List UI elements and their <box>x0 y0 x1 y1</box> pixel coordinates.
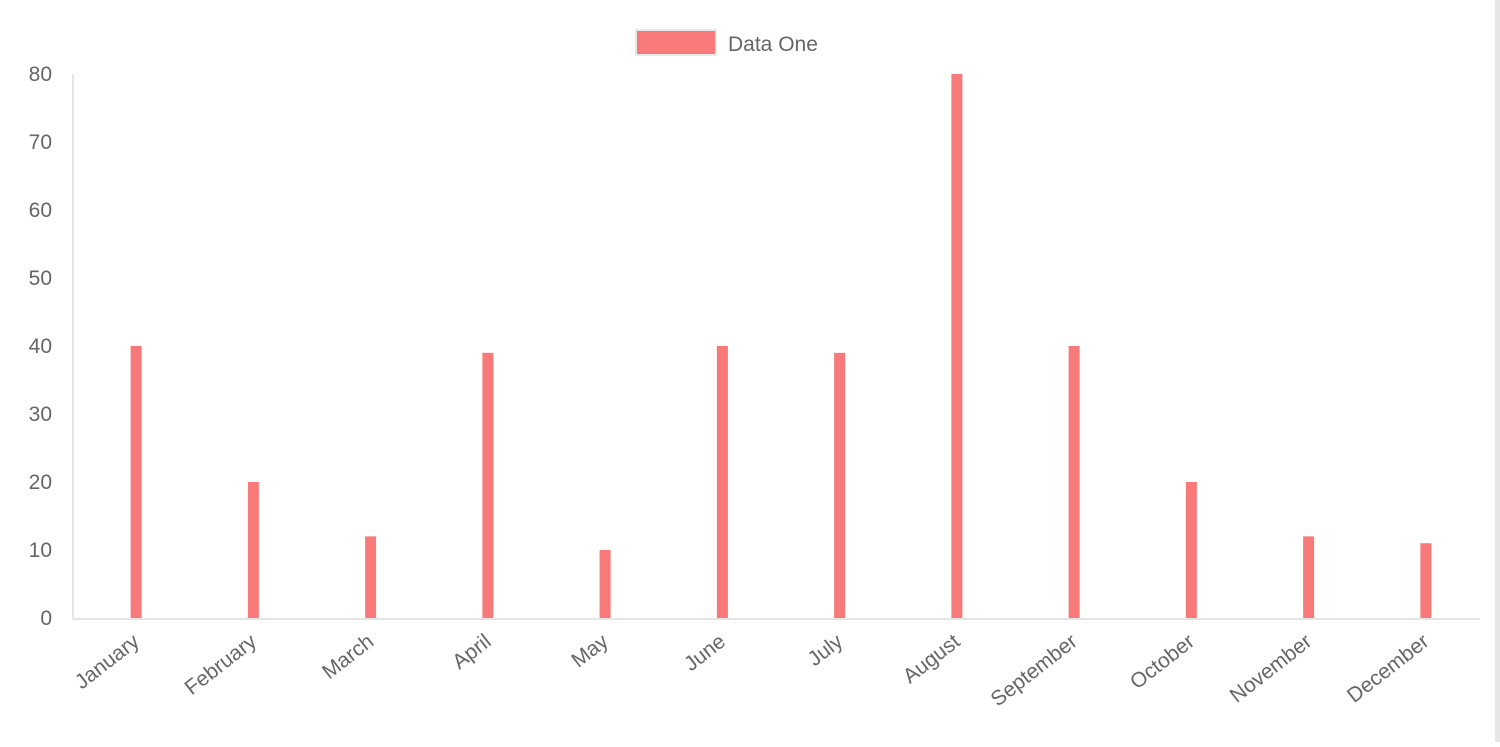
bar-june <box>716 346 728 618</box>
y-axis: 0 10 20 30 40 50 60 70 80 <box>29 63 74 630</box>
y-tick-label: 0 <box>40 607 52 630</box>
x-tick-label: July <box>804 630 848 671</box>
bar-october <box>1185 482 1197 618</box>
x-tick-label: March <box>318 630 378 684</box>
bar-december <box>1420 543 1432 618</box>
bar-march <box>365 536 377 618</box>
bar-july <box>834 352 846 618</box>
bar-september <box>1068 346 1080 618</box>
y-tick-label: 60 <box>29 199 52 222</box>
legend-swatch-fill <box>637 31 715 54</box>
x-tick-label: June <box>680 630 730 676</box>
y-tick-label: 20 <box>29 471 52 494</box>
x-tick-label: November <box>1226 630 1316 708</box>
x-tick-label: April <box>448 630 495 674</box>
bar-november <box>1303 536 1315 618</box>
scrollbar[interactable] <box>1495 0 1500 742</box>
bar-january <box>130 346 142 618</box>
x-tick-label: September <box>987 630 1082 711</box>
legend[interactable]: Data One <box>635 29 818 56</box>
y-tick-label: 50 <box>29 267 52 290</box>
bar-may <box>599 550 611 618</box>
bar-august <box>951 74 963 618</box>
y-tick-label: 70 <box>29 131 52 154</box>
legend-label: Data One <box>728 33 818 56</box>
y-tick-label: 40 <box>29 335 52 358</box>
x-tick-label: January <box>71 630 144 694</box>
x-tick-label: August <box>899 630 965 688</box>
x-tick-label: February <box>181 630 262 700</box>
y-tick-label: 10 <box>29 539 52 562</box>
y-tick-label: 30 <box>29 403 52 426</box>
x-tick-label: December <box>1343 630 1433 708</box>
bars <box>130 74 1432 618</box>
x-axis: January February March April May June July Augu… <box>71 618 1480 711</box>
bar-february <box>247 482 259 618</box>
bar-april <box>482 352 494 618</box>
x-tick-label: October <box>1126 630 1199 694</box>
y-tick-label: 80 <box>29 63 52 86</box>
x-tick-label: May <box>567 630 613 673</box>
